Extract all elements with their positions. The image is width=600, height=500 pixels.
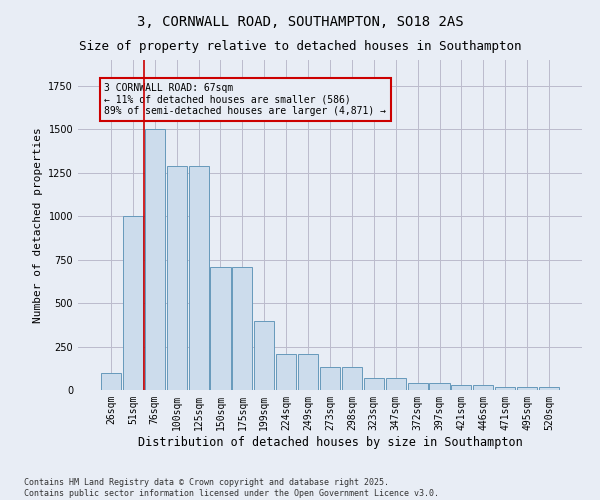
Bar: [232, 266, 253, 390]
Text: Size of property relative to detached houses in Southampton: Size of property relative to detached ho…: [79, 40, 521, 53]
Bar: [517, 388, 537, 390]
Bar: [145, 130, 165, 390]
Text: 3 CORNWALL ROAD: 67sqm
← 11% of detached houses are smaller (586)
89% of semi-de: 3 CORNWALL ROAD: 67sqm ← 11% of detached…: [104, 82, 386, 116]
Bar: [539, 388, 559, 390]
Bar: [254, 320, 274, 390]
Bar: [298, 354, 318, 390]
Bar: [342, 368, 362, 390]
Text: Contains HM Land Registry data © Crown copyright and database right 2025.
Contai: Contains HM Land Registry data © Crown c…: [24, 478, 439, 498]
Bar: [364, 378, 384, 390]
Bar: [167, 166, 187, 390]
Bar: [386, 378, 406, 390]
Bar: [451, 385, 472, 390]
Bar: [430, 383, 449, 390]
Bar: [101, 372, 121, 390]
Bar: [407, 383, 428, 390]
Bar: [473, 385, 493, 390]
Bar: [211, 266, 230, 390]
Text: 3, CORNWALL ROAD, SOUTHAMPTON, SO18 2AS: 3, CORNWALL ROAD, SOUTHAMPTON, SO18 2AS: [137, 15, 463, 29]
Bar: [495, 388, 515, 390]
Bar: [276, 354, 296, 390]
Bar: [188, 166, 209, 390]
Bar: [123, 216, 143, 390]
Y-axis label: Number of detached properties: Number of detached properties: [33, 127, 43, 323]
Bar: [320, 368, 340, 390]
X-axis label: Distribution of detached houses by size in Southampton: Distribution of detached houses by size …: [137, 436, 523, 448]
